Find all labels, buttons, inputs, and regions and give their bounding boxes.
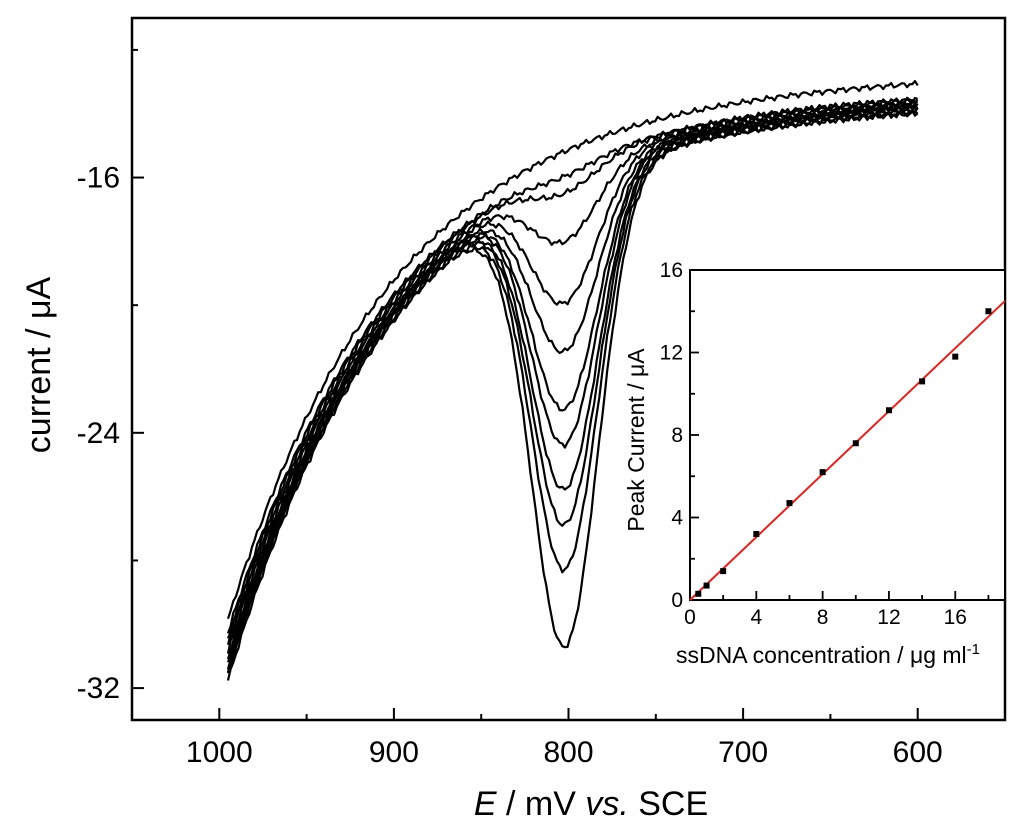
inset-y-tick-label: 16 [660,259,683,282]
inset-x-tick-label: 4 [750,606,762,629]
inset-data-point [985,308,992,315]
inset-data-point [919,378,926,385]
inset-x-tick-label: 8 [817,606,829,629]
main-x-tick-label: 800 [543,736,593,769]
inset-y-tick-label: 4 [671,507,683,530]
inset-data-point [703,582,710,589]
inset-fit-line [689,300,1006,601]
main-x-tick-label: 900 [369,736,419,769]
inset-x-tick-label: 0 [684,606,696,629]
inset-data-point [753,531,760,537]
main-series-line [226,100,919,654]
inset-axis-ticks: 0 4 8 12 16 0 4 8 12 16 [660,259,990,629]
main-series-line [226,80,919,620]
inset-data-point [819,469,826,476]
inset-data-point [952,353,959,360]
main-axis-ticks: 1000 900 800 700 600-16-24-32 [77,48,1006,769]
inset-plot-frame [689,269,1006,601]
inset-x-tick-label: 16 [944,606,967,629]
inset-x-axis-title: ssDNA concentration / μg ml-1 [676,641,980,668]
main-x-axis-title: E / mV vs. SCE [474,785,708,823]
main-y-axis-title: current / μA [20,276,58,453]
main-y-tick-label: -24 [77,417,120,450]
main-y-tick-label: -32 [77,672,120,705]
inset-y-axis-title: Peak Current / μA [623,348,649,532]
inset-data-point [720,568,727,575]
main-curves [226,80,919,681]
inset-data-points [695,308,992,597]
main-y-tick-label: -16 [77,162,120,195]
inset-data-point [786,500,793,507]
main-x-tick-label: 600 [893,736,943,769]
main-series-line [226,110,919,681]
main-x-tick-label: 700 [718,736,768,769]
inset-data-point [852,440,859,447]
inset-y-tick-label: 8 [671,424,683,447]
inset-x-tick-label: 12 [877,606,900,629]
inset-data-point [695,590,702,597]
main-x-tick-label: 1000 [186,736,253,769]
inset-y-tick-label: 12 [660,342,683,365]
inset-data-point [885,407,892,414]
inset-y-tick-label: 0 [671,589,683,612]
